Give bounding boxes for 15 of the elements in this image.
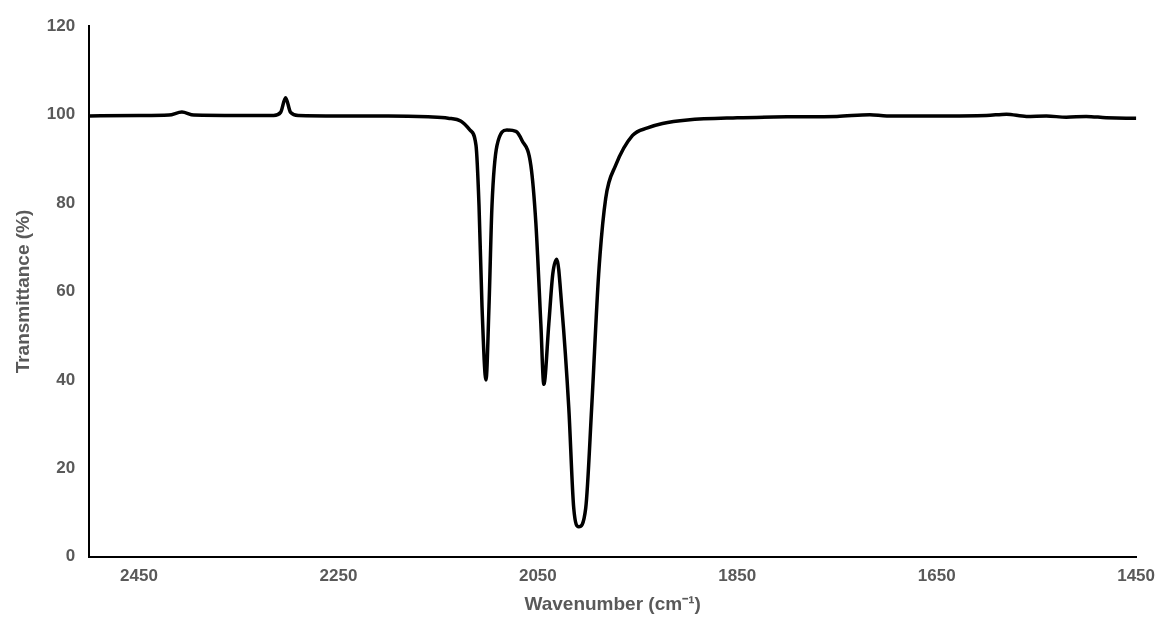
x-tick-label: 1850 <box>718 565 757 585</box>
y-tick-label: 40 <box>56 369 76 389</box>
y-tick-label: 60 <box>56 281 76 301</box>
y-tick-label: 20 <box>56 458 76 478</box>
x-tick-label: 1450 <box>1117 565 1155 585</box>
y-tick-label: 100 <box>46 104 76 124</box>
x-axis-title: Wavenumber (cm⁻¹) <box>524 592 701 614</box>
y-tick-label: 80 <box>56 192 76 212</box>
x-tick-label: 2250 <box>319 565 358 585</box>
x-tick-label: 1650 <box>917 565 956 585</box>
y-tick-label: 0 <box>65 546 76 566</box>
y-tick-label: 120 <box>46 15 76 35</box>
x-tick-label: 2050 <box>518 565 557 585</box>
x-tick-label: 2450 <box>120 565 158 585</box>
y-axis-title: Transmittance (%) <box>11 209 33 374</box>
